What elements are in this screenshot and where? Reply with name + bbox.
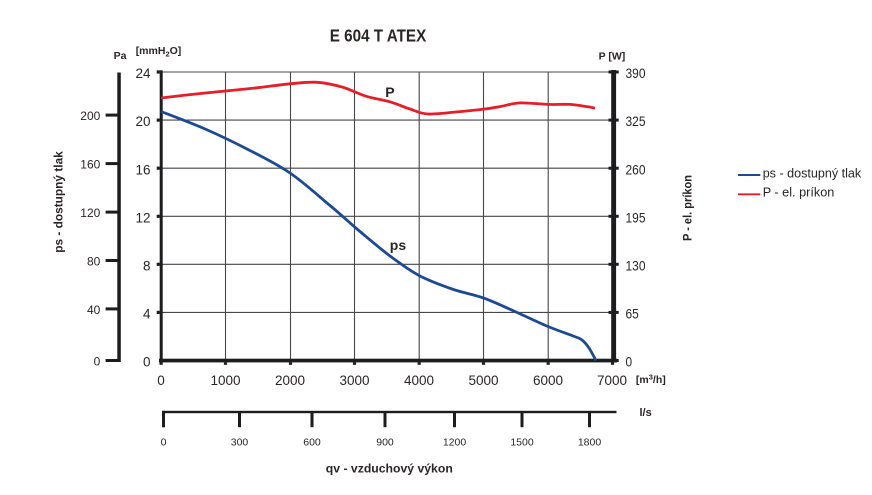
svg-text:P - el. príkon: P - el. príkon bbox=[682, 175, 694, 241]
svg-text:1500: 1500 bbox=[510, 437, 534, 449]
svg-text:0: 0 bbox=[94, 354, 101, 368]
svg-text:4: 4 bbox=[143, 307, 151, 322]
svg-text:0: 0 bbox=[626, 355, 633, 370]
svg-text:24: 24 bbox=[135, 66, 151, 81]
svg-text:6000: 6000 bbox=[533, 373, 563, 388]
svg-text:0: 0 bbox=[161, 437, 167, 449]
svg-text:qv - vzduchový výkon: qv - vzduchový výkon bbox=[326, 461, 453, 475]
svg-text:[mmH2O]: [mmH2O] bbox=[136, 45, 182, 59]
svg-text:120: 120 bbox=[80, 206, 100, 220]
svg-text:ps - dostupný tlak: ps - dostupný tlak bbox=[52, 151, 66, 253]
svg-text:7000: 7000 bbox=[597, 373, 627, 388]
svg-text:160: 160 bbox=[80, 158, 100, 172]
svg-text:P [W]: P [W] bbox=[599, 50, 626, 62]
svg-text:600: 600 bbox=[303, 437, 321, 449]
svg-text:260: 260 bbox=[626, 162, 646, 177]
svg-text:1000: 1000 bbox=[210, 373, 240, 388]
svg-text:3000: 3000 bbox=[339, 373, 369, 388]
svg-text:65: 65 bbox=[626, 307, 639, 322]
svg-text:8: 8 bbox=[143, 258, 151, 273]
svg-text:4000: 4000 bbox=[404, 373, 434, 388]
svg-text:1200: 1200 bbox=[443, 437, 467, 449]
svg-text:20: 20 bbox=[135, 114, 150, 129]
svg-text:40: 40 bbox=[87, 303, 101, 317]
svg-text:ps - dostupný tlak: ps - dostupný tlak bbox=[763, 166, 862, 180]
svg-text:0: 0 bbox=[157, 373, 165, 388]
svg-text:195: 195 bbox=[626, 210, 646, 225]
svg-text:325: 325 bbox=[626, 114, 646, 129]
svg-text:l/s: l/s bbox=[640, 407, 652, 419]
svg-text:P: P bbox=[385, 84, 394, 100]
svg-text:12: 12 bbox=[135, 210, 150, 225]
svg-text:1800: 1800 bbox=[578, 437, 602, 449]
svg-text:E 604 T ATEX: E 604 T ATEX bbox=[330, 26, 427, 46]
svg-text:300: 300 bbox=[231, 437, 249, 449]
svg-text:16: 16 bbox=[135, 162, 150, 177]
svg-text:Pa: Pa bbox=[114, 50, 127, 62]
svg-text:390: 390 bbox=[626, 66, 646, 81]
svg-text:5000: 5000 bbox=[468, 373, 498, 388]
svg-text:0: 0 bbox=[143, 355, 151, 370]
svg-text:80: 80 bbox=[87, 255, 101, 269]
svg-text:200: 200 bbox=[80, 109, 100, 123]
svg-text:900: 900 bbox=[376, 437, 394, 449]
svg-text:ps: ps bbox=[390, 237, 407, 253]
svg-text:[m3/h]: [m3/h] bbox=[636, 373, 666, 387]
svg-text:P - el. príkon: P - el. príkon bbox=[763, 186, 835, 200]
svg-text:130: 130 bbox=[626, 258, 646, 273]
svg-text:2000: 2000 bbox=[275, 373, 305, 388]
